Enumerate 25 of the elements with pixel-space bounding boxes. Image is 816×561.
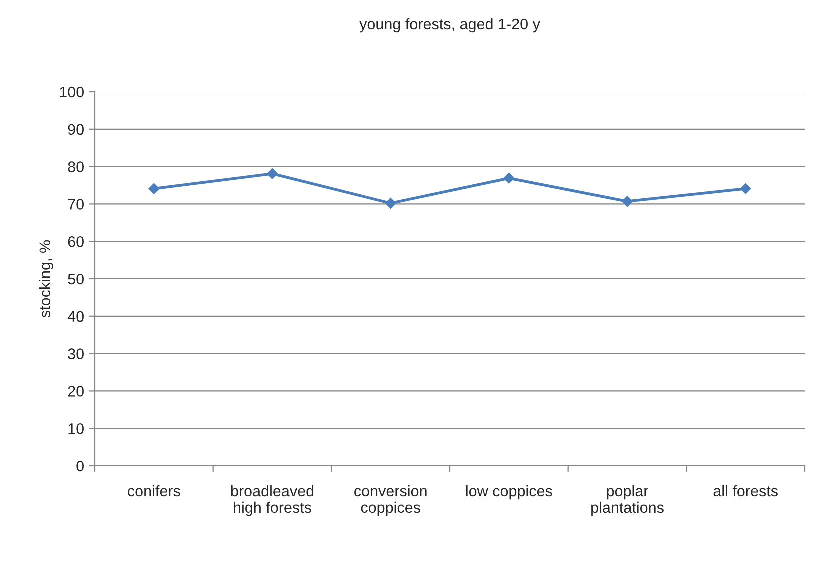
y-tick-label: 90 (68, 124, 84, 136)
y-tick-label: 80 (68, 162, 84, 172)
point (622, 196, 633, 208)
x-tick-label: conifers (128, 485, 180, 497)
y-tick-label: 50 (68, 274, 84, 285)
y-tick-label: 30 (68, 348, 84, 360)
y-axis-title: stocking, % (39, 240, 54, 318)
y-tick-label: 0 (76, 460, 84, 472)
point (148, 183, 160, 194)
y-tick-label: 100 (60, 86, 84, 98)
x-tick-label: broadleaved high forests (231, 485, 314, 516)
y-tick-label: 70 (68, 199, 84, 210)
y-tick-label: 10 (68, 423, 84, 434)
point (267, 168, 278, 180)
point (740, 183, 752, 194)
chart-title: young forests, aged 1-20 y (360, 18, 540, 33)
x-tick-label: all forests (714, 485, 778, 497)
x-tick-label: conversion coppices (354, 485, 427, 516)
y-tick-label: 60 (68, 236, 84, 248)
point (504, 172, 515, 184)
x-tick-label: poplar plantations (592, 485, 664, 516)
y-tick-label: 20 (68, 386, 84, 397)
point (385, 198, 396, 209)
y-tick-label: 40 (68, 311, 84, 322)
x-tick-label: low coppices (466, 485, 552, 500)
